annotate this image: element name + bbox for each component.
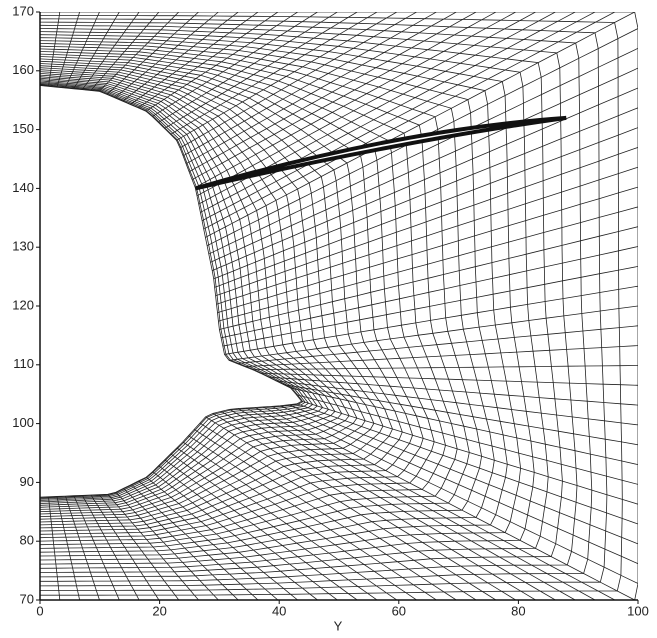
mesh-line — [40, 75, 349, 512]
mesh-line — [283, 384, 638, 444]
mesh-line — [280, 406, 638, 564]
mesh-line — [177, 448, 397, 600]
mesh-line — [218, 207, 638, 321]
mesh-line — [40, 85, 303, 497]
x-tick-label: 80 — [511, 603, 525, 618]
mesh-line — [238, 409, 575, 601]
mesh-line — [245, 346, 638, 367]
x-axis-label: Y — [334, 618, 343, 633]
mesh-line — [260, 373, 638, 385]
mesh-line — [200, 12, 575, 212]
y-tick-label: 170 — [12, 3, 34, 18]
mesh — [40, 12, 638, 600]
mesh-line — [40, 84, 309, 499]
mesh-line — [40, 59, 423, 534]
mesh-line — [205, 12, 634, 237]
y-tick-label: 100 — [12, 415, 34, 430]
y-tick-label: 70 — [20, 591, 34, 606]
y-tick-label: 90 — [20, 474, 34, 489]
mesh-line — [40, 49, 469, 549]
mesh-line — [40, 85, 305, 499]
wing — [195, 118, 566, 189]
mesh-line — [217, 167, 639, 304]
mesh-line — [212, 88, 638, 271]
mesh-line — [40, 41, 507, 560]
mesh-line — [40, 73, 357, 514]
y-tick-label: 150 — [12, 121, 34, 136]
mesh-line — [272, 406, 638, 583]
y-tick-label: 160 — [12, 62, 34, 77]
y-tick-label: 80 — [20, 533, 34, 548]
x-tick-label: 100 — [627, 603, 649, 618]
mesh-line — [237, 326, 638, 364]
mesh-line — [40, 43, 494, 556]
mesh-line — [40, 19, 607, 591]
mesh-line — [152, 12, 317, 117]
mesh-line — [40, 32, 548, 573]
mesh-line — [223, 266, 638, 346]
y-tick-label: 110 — [13, 356, 34, 371]
mesh-line — [218, 187, 639, 313]
mesh-line — [40, 86, 302, 498]
mesh-line — [158, 12, 337, 123]
mesh-line — [40, 52, 457, 545]
chart: Y 70 80 90 100 110 120 130 140 150 160 170 0 20 40 60 8… — [0, 0, 657, 638]
mesh-line — [40, 25, 577, 581]
x-tick-label: 20 — [152, 603, 166, 618]
y-tick-label: 130 — [12, 239, 34, 254]
y-tick-label: 120 — [12, 297, 34, 312]
mesh-line — [197, 12, 536, 196]
x-tick-label: 0 — [36, 603, 43, 618]
mesh-line — [221, 247, 638, 338]
x-tick-label: 40 — [272, 603, 286, 618]
y-tick-label: 140 — [12, 180, 34, 195]
mesh-line — [139, 481, 278, 600]
mesh-line — [225, 286, 639, 354]
x-tick-label: 60 — [392, 603, 406, 618]
